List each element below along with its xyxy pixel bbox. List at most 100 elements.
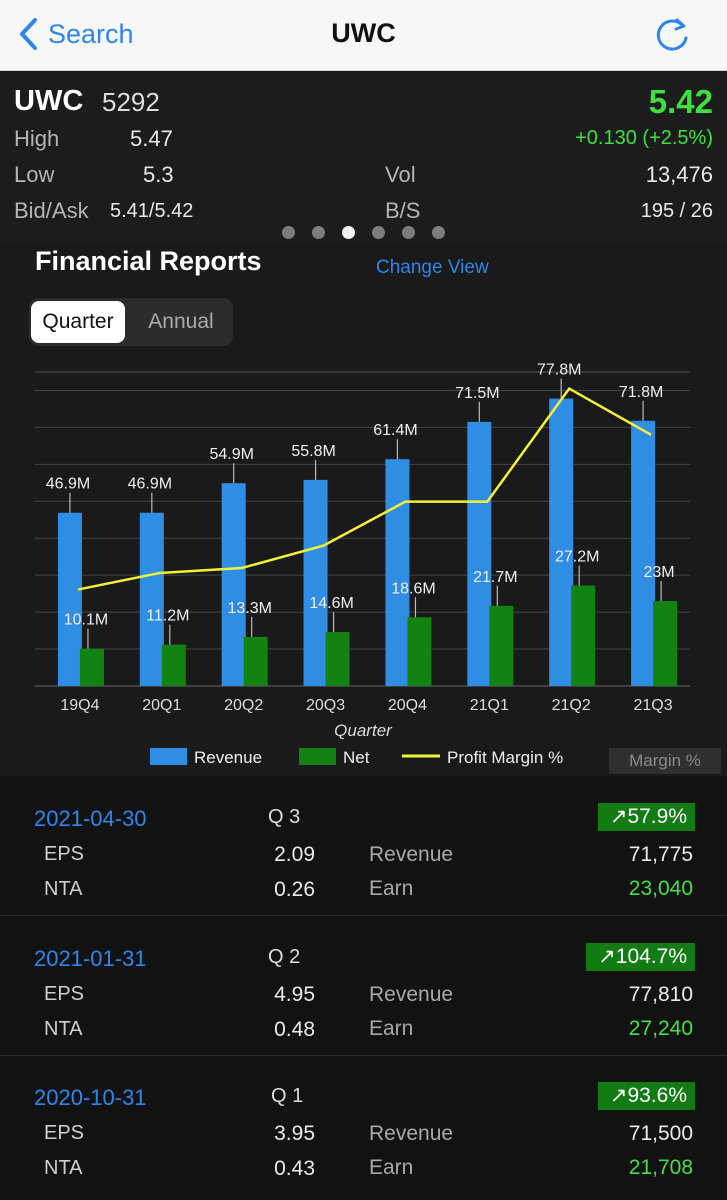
revenue-data-label: 71.5M [455, 385, 499, 402]
earn-value: 27,240 [628, 1017, 693, 1040]
report-date[interactable]: 2021-04-30 [34, 806, 147, 831]
revenue-bar [57, 512, 82, 686]
net-data-label: 11.2M [146, 608, 189, 625]
eps-value: 3.95 [274, 1122, 315, 1145]
revenue-bar [303, 479, 328, 686]
bid-ask-value: 5.41/5.42 [110, 200, 194, 222]
page-title: UWC [331, 18, 396, 48]
legend-margin-label: Profit Margin % [447, 748, 563, 767]
growth-badge: ↗104.7% [586, 943, 695, 971]
x-tick-label: 20Q3 [306, 697, 345, 714]
legend-revenue-label: Revenue [194, 748, 262, 767]
report-date[interactable]: 2020-10-31 [34, 1085, 147, 1110]
period-segmented-control: Quarter Annual [29, 298, 233, 346]
page-dot[interactable] [312, 226, 325, 239]
revenue-label: Revenue [369, 1122, 454, 1145]
net-bar [489, 605, 514, 686]
revenue-label: Revenue [369, 843, 454, 866]
net-bar [243, 636, 268, 686]
net-data-label: 23M [644, 564, 675, 581]
earn-value: 23,040 [628, 877, 693, 900]
nta-value: 0.43 [274, 1157, 315, 1180]
net-data-label: 18.6M [391, 580, 435, 597]
back-label: Search [48, 18, 134, 49]
net-data-label: 13.3M [227, 600, 271, 617]
revenue-bar [221, 483, 246, 686]
quote-header: UWC 5292 5.42 +0.130 (+2.5%) High 5.47 L… [0, 71, 727, 243]
eps-value: 4.95 [274, 983, 315, 1006]
margin-axis-label: Margin % [609, 748, 721, 774]
revenue-bar [385, 459, 410, 686]
page-dot[interactable] [432, 226, 445, 239]
net-bar [653, 601, 678, 686]
bid-ask-label: Bid/Ask [14, 198, 89, 223]
earn-value: 21,708 [628, 1156, 693, 1179]
revenue-bar [549, 398, 574, 686]
bs-label: B/S [385, 198, 421, 223]
revenue-data-label: 61.4M [373, 422, 417, 439]
price-change: +0.130 (+2.5%) [575, 127, 713, 149]
financial-chart: 46.9M 10.1M 19Q4 46.9M 11.2M 20Q1 54.9M 13.3M 20… [0, 350, 727, 774]
nta-value: 0.48 [274, 1018, 315, 1041]
net-data-label: 27.2M [555, 549, 599, 566]
revenue-value: 71,775 [628, 843, 693, 866]
x-axis-title: Quarter [334, 721, 393, 740]
vol-value: 13,476 [645, 162, 713, 187]
x-tick-label: 19Q4 [60, 697, 99, 714]
earn-label: Earn [369, 877, 414, 900]
growth-badge: ↗57.9% [597, 803, 695, 831]
change-view-link[interactable]: Change View [376, 257, 489, 278]
revenue-data-label: 55.8M [291, 443, 335, 460]
earn-label: Earn [369, 1156, 414, 1179]
report-row[interactable]: 2020-10-31 Q 1 ↗93.6% EPS 3.95 NTA 0.43 … [0, 1055, 727, 1194]
vol-label: Vol [385, 162, 416, 187]
eps-label: EPS [44, 1122, 85, 1144]
report-row[interactable]: 2021-01-31 Q 2 ↗104.7% EPS 4.95 NTA 0.48… [0, 916, 727, 1056]
page-indicator[interactable] [282, 226, 445, 239]
navigation-bar: Search UWC [0, 0, 727, 71]
report-quarter: Q 2 [268, 946, 301, 968]
growth-badge: ↗93.6% [597, 1082, 695, 1110]
growth-value: 104.7% [615, 945, 687, 968]
revenue-data-label: 54.9M [209, 446, 253, 463]
x-tick-label: 21Q2 [552, 697, 591, 714]
page-dot[interactable] [342, 226, 355, 239]
page-dot[interactable] [372, 226, 385, 239]
eps-value: 2.09 [274, 843, 315, 866]
revenue-data-label: 71.8M [619, 384, 663, 401]
growth-value: 93.6% [627, 1084, 687, 1107]
back-button[interactable]: Search [18, 14, 134, 54]
report-date[interactable]: 2021-01-31 [34, 946, 147, 971]
high-label: High [14, 126, 60, 151]
refresh-button[interactable] [653, 14, 693, 54]
net-data-label: 21.7M [473, 569, 517, 586]
net-data-label: 14.6M [309, 595, 353, 612]
report-quarter: Q 1 [271, 1085, 304, 1107]
reports-list: 2021-04-30 Q 3 ↗57.9% EPS 2.09 NTA 0.26 … [0, 776, 727, 1200]
net-bar [571, 585, 596, 686]
last-price: 5.42 [648, 83, 713, 120]
page-dot[interactable] [282, 226, 295, 239]
legend-net-label: Net [343, 748, 370, 767]
x-tick-label: 21Q1 [470, 697, 509, 714]
nta-label: NTA [44, 1018, 83, 1040]
net-bar [79, 648, 104, 686]
x-tick-label: 20Q1 [142, 697, 181, 714]
growth-value: 57.9% [627, 805, 687, 828]
nta-value: 0.26 [274, 878, 315, 901]
profit-margin-line [77, 386, 652, 591]
report-quarter: Q 3 [268, 806, 301, 828]
revenue-data-label: 77.8M [537, 362, 581, 379]
refresh-icon [656, 18, 688, 51]
annual-tab[interactable]: Annual [148, 310, 214, 333]
revenue-bar [139, 512, 164, 686]
nta-label: NTA [44, 1157, 83, 1179]
net-bar [161, 644, 186, 686]
quarter-tab[interactable]: Quarter [31, 301, 125, 343]
stock-symbol: UWC [14, 85, 84, 117]
revenue-data-label: 46.9M [46, 476, 90, 493]
financial-chart-svg: 46.9M 10.1M 19Q4 46.9M 11.2M 20Q1 54.9M 13.3M 20… [35, 362, 690, 767]
page-dot[interactable] [402, 226, 415, 239]
revenue-bar [467, 421, 492, 686]
report-row[interactable]: 2021-04-30 Q 3 ↗57.9% EPS 2.09 NTA 0.26 … [0, 776, 727, 916]
